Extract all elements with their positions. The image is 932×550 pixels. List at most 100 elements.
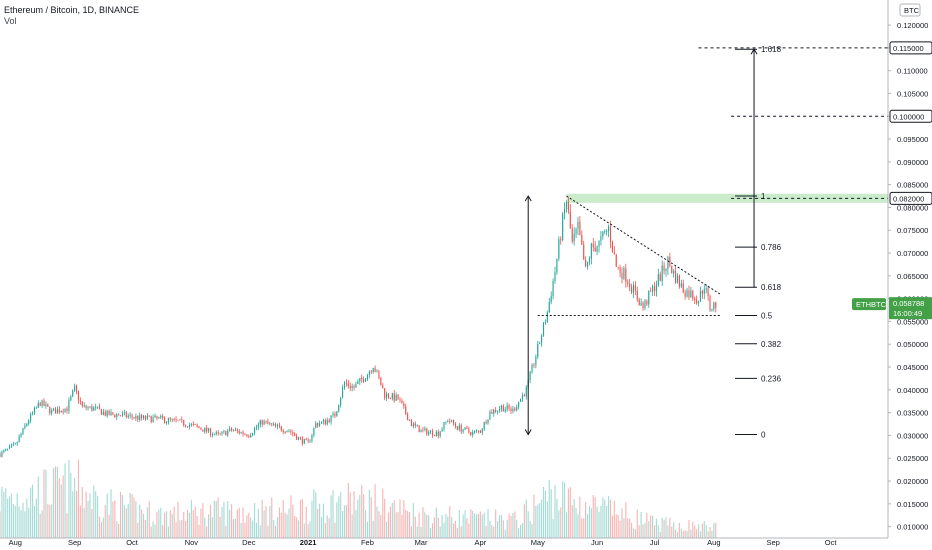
candle-body[interactable] bbox=[20, 433, 22, 437]
candle-body[interactable] bbox=[269, 423, 271, 425]
candle-body[interactable] bbox=[500, 405, 502, 410]
candle-body[interactable] bbox=[123, 412, 125, 414]
candle-body[interactable] bbox=[320, 421, 323, 424]
candle-body[interactable] bbox=[317, 423, 319, 426]
candle-body[interactable] bbox=[265, 421, 267, 422]
candle-body[interactable] bbox=[567, 201, 569, 212]
candle-body[interactable] bbox=[485, 421, 487, 424]
candle-body[interactable] bbox=[519, 398, 522, 402]
candle-body[interactable] bbox=[657, 274, 659, 286]
candle-body[interactable] bbox=[319, 423, 321, 426]
candle-body[interactable] bbox=[395, 394, 397, 401]
candle-body[interactable] bbox=[208, 428, 210, 432]
candle-body[interactable] bbox=[259, 420, 261, 425]
candle-body[interactable] bbox=[481, 429, 483, 433]
candle-body[interactable] bbox=[703, 289, 705, 294]
candle-body[interactable] bbox=[3, 450, 5, 452]
candle-body[interactable] bbox=[43, 400, 45, 406]
candle-body[interactable] bbox=[322, 419, 325, 422]
candle-body[interactable] bbox=[301, 438, 303, 444]
candle-body[interactable] bbox=[544, 322, 547, 324]
candle-body[interactable] bbox=[278, 425, 280, 427]
candle-body[interactable] bbox=[546, 312, 548, 323]
candle-body[interactable] bbox=[196, 424, 198, 427]
candle-body[interactable] bbox=[108, 410, 110, 416]
candle-body[interactable] bbox=[171, 418, 173, 420]
candle-body[interactable] bbox=[688, 290, 690, 298]
candle-body[interactable] bbox=[160, 416, 162, 418]
candle-body[interactable] bbox=[539, 343, 541, 344]
candle-body[interactable] bbox=[102, 411, 104, 415]
candle-body[interactable] bbox=[242, 432, 244, 435]
candle-body[interactable] bbox=[393, 393, 395, 401]
candle-body[interactable] bbox=[336, 411, 338, 417]
candle-body[interactable] bbox=[98, 406, 101, 410]
candle-body[interactable] bbox=[498, 409, 501, 411]
candle-body[interactable] bbox=[629, 283, 631, 287]
candle-body[interactable] bbox=[661, 265, 663, 281]
candle-body[interactable] bbox=[686, 290, 688, 297]
candle-body[interactable] bbox=[75, 385, 78, 392]
candle-body[interactable] bbox=[364, 379, 367, 382]
candle-body[interactable] bbox=[376, 371, 378, 372]
candle-body[interactable] bbox=[252, 433, 254, 436]
candle-body[interactable] bbox=[340, 397, 342, 406]
candle-body[interactable] bbox=[106, 410, 108, 416]
candle-body[interactable] bbox=[232, 430, 235, 432]
candle-body[interactable] bbox=[418, 425, 420, 433]
candle-body[interactable] bbox=[294, 433, 296, 436]
candle-body[interactable] bbox=[0, 454, 1, 457]
candle-body[interactable] bbox=[420, 429, 422, 433]
candle-body[interactable] bbox=[529, 371, 531, 380]
candle-body[interactable] bbox=[634, 285, 636, 291]
candle-body[interactable] bbox=[667, 256, 669, 269]
candle-body[interactable] bbox=[261, 420, 263, 425]
candle-body[interactable] bbox=[608, 226, 610, 231]
candle-body[interactable] bbox=[585, 259, 587, 267]
candle-body[interactable] bbox=[472, 432, 474, 436]
candle-body[interactable] bbox=[324, 419, 326, 425]
candle-body[interactable] bbox=[701, 290, 703, 294]
candle-body[interactable] bbox=[435, 431, 437, 436]
candle-body[interactable] bbox=[674, 270, 677, 283]
candle-body[interactable] bbox=[518, 401, 520, 408]
candle-body[interactable] bbox=[326, 420, 328, 425]
candle-body[interactable] bbox=[118, 414, 120, 416]
candle-body[interactable] bbox=[83, 405, 85, 407]
candle-body[interactable] bbox=[586, 261, 589, 267]
candle-body[interactable] bbox=[137, 416, 139, 420]
candle-body[interactable] bbox=[152, 417, 154, 423]
candle-body[interactable] bbox=[41, 400, 43, 406]
candle-body[interactable] bbox=[663, 265, 665, 271]
candle-body[interactable] bbox=[255, 427, 258, 429]
candle-body[interactable] bbox=[405, 406, 407, 414]
candle-body[interactable] bbox=[602, 231, 604, 237]
candle-body[interactable] bbox=[204, 427, 206, 432]
candle-body[interactable] bbox=[443, 422, 445, 430]
candle-body[interactable] bbox=[313, 427, 315, 435]
candle-body[interactable] bbox=[424, 428, 426, 430]
candle-body[interactable] bbox=[713, 302, 715, 310]
candle-body[interactable] bbox=[508, 405, 510, 409]
candle-body[interactable] bbox=[5, 449, 7, 451]
candle-body[interactable] bbox=[598, 240, 600, 247]
candle-body[interactable] bbox=[202, 429, 204, 432]
candle-body[interactable] bbox=[276, 425, 279, 427]
candle-body[interactable] bbox=[430, 430, 432, 432]
candle-body[interactable] bbox=[162, 416, 164, 419]
candle-body[interactable] bbox=[697, 301, 700, 304]
candle-body[interactable] bbox=[95, 406, 97, 408]
candle-body[interactable] bbox=[217, 432, 219, 434]
candle-body[interactable] bbox=[282, 430, 284, 432]
candle-body[interactable] bbox=[292, 432, 294, 434]
candle-body[interactable] bbox=[372, 368, 374, 372]
candle-body[interactable] bbox=[504, 409, 506, 412]
candle-body[interactable] bbox=[343, 382, 346, 388]
candle-body[interactable] bbox=[401, 400, 403, 404]
candle-body[interactable] bbox=[10, 445, 13, 447]
candle-body[interactable] bbox=[28, 420, 30, 424]
candle-body[interactable] bbox=[632, 285, 635, 293]
candle-body[interactable] bbox=[156, 415, 158, 419]
candle-body[interactable] bbox=[711, 309, 713, 311]
candle-body[interactable] bbox=[297, 437, 300, 440]
